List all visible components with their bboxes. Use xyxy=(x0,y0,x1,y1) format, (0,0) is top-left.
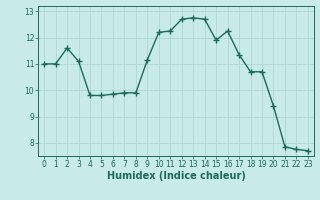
X-axis label: Humidex (Indice chaleur): Humidex (Indice chaleur) xyxy=(107,171,245,181)
